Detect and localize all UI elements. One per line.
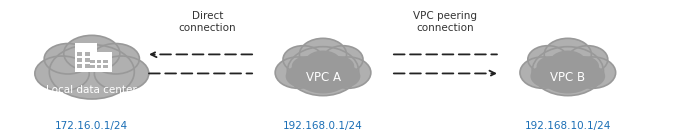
Ellipse shape — [50, 45, 135, 99]
Text: VPC B: VPC B — [550, 71, 585, 84]
Ellipse shape — [283, 46, 323, 73]
Ellipse shape — [305, 51, 341, 75]
Ellipse shape — [92, 44, 139, 74]
Ellipse shape — [549, 51, 586, 75]
Ellipse shape — [324, 64, 360, 88]
Bar — [97, 60, 101, 63]
Ellipse shape — [323, 46, 363, 73]
Ellipse shape — [532, 47, 604, 96]
Bar — [103, 65, 108, 68]
Bar — [78, 58, 82, 62]
Bar — [90, 65, 95, 68]
Ellipse shape — [35, 56, 89, 91]
Ellipse shape — [295, 57, 351, 93]
Ellipse shape — [64, 35, 120, 71]
Ellipse shape — [286, 64, 322, 88]
Ellipse shape — [528, 46, 568, 73]
Text: VPC peering
connection: VPC peering connection — [413, 11, 477, 33]
Ellipse shape — [544, 38, 592, 71]
Ellipse shape — [292, 56, 323, 77]
Ellipse shape — [530, 64, 566, 88]
Ellipse shape — [568, 56, 599, 77]
Text: 192.168.10.1/24: 192.168.10.1/24 — [524, 120, 611, 131]
Bar — [75, 43, 97, 72]
Bar — [78, 52, 82, 56]
Ellipse shape — [287, 47, 359, 96]
Ellipse shape — [299, 38, 347, 71]
Ellipse shape — [44, 44, 92, 74]
Ellipse shape — [325, 57, 371, 88]
Ellipse shape — [95, 56, 149, 91]
Bar — [85, 64, 90, 68]
Ellipse shape — [537, 56, 568, 77]
Bar — [90, 60, 95, 63]
Ellipse shape — [569, 64, 605, 88]
Ellipse shape — [540, 57, 596, 93]
Text: 172.16.0.1/24: 172.16.0.1/24 — [55, 120, 129, 131]
Ellipse shape — [520, 57, 566, 88]
Bar — [85, 58, 90, 62]
Bar — [88, 52, 112, 72]
Text: VPC A: VPC A — [305, 71, 341, 84]
Text: Direct
connection: Direct connection — [179, 11, 236, 33]
Ellipse shape — [568, 46, 608, 73]
Ellipse shape — [275, 57, 321, 88]
Bar — [103, 60, 108, 63]
Bar — [97, 65, 101, 68]
Text: 192.168.0.1/24: 192.168.0.1/24 — [283, 120, 363, 131]
Ellipse shape — [570, 57, 615, 88]
Ellipse shape — [323, 56, 354, 77]
Text: Local data center: Local data center — [46, 85, 137, 95]
Bar — [78, 64, 82, 68]
Bar — [85, 52, 90, 56]
